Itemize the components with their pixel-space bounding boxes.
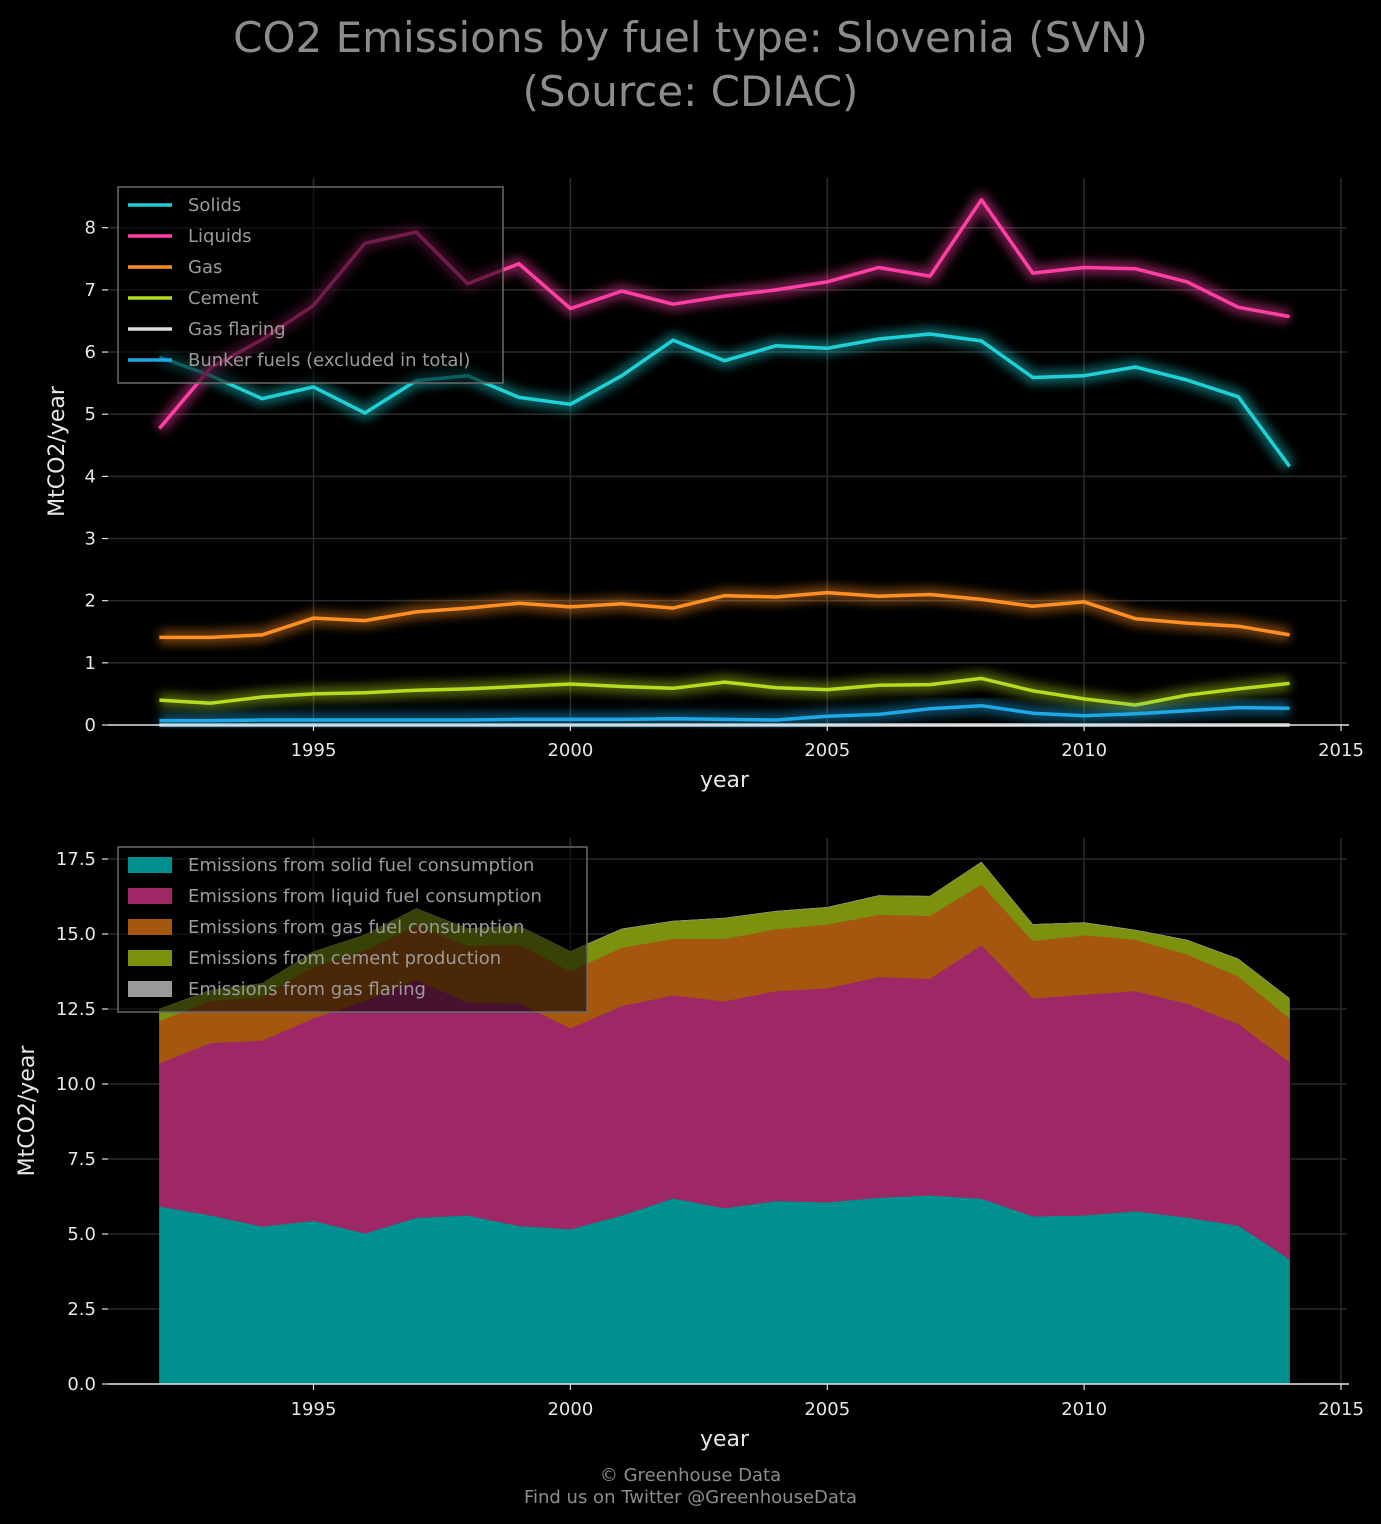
legend-label: Emissions from cement production	[188, 948, 501, 969]
x-axis-label: year	[700, 768, 750, 793]
legend-label: Liquids	[188, 226, 252, 247]
y-axis-label: MtCO2/year	[15, 1045, 40, 1177]
footer-copyright: © Greenhouse Data	[599, 1465, 782, 1486]
legend-label: Solids	[188, 195, 241, 216]
y-tick-label: 3	[85, 529, 96, 550]
x-tick-label: 2015	[1318, 1399, 1364, 1420]
series-line-cement	[159, 676, 1290, 707]
x-axis-label: year	[700, 1427, 750, 1452]
legend-box	[117, 846, 588, 1013]
x-tick-label: 2000	[547, 740, 593, 761]
y-tick-label: 15.0	[56, 924, 96, 945]
legend-swatch	[128, 981, 172, 997]
legend-swatch	[128, 950, 172, 966]
x-tick-label: 1995	[291, 1399, 337, 1420]
series-line-bunker-fuels-excluded-in-total	[159, 703, 1290, 723]
legend-swatch	[128, 857, 172, 873]
y-tick-label: 17.5	[56, 849, 96, 870]
legend-swatch	[128, 919, 172, 935]
legend-label: Cement	[188, 288, 259, 309]
x-tick-label: 2015	[1318, 740, 1364, 761]
legend: Emissions from solid fuel consumption Emi…	[117, 846, 588, 1013]
legend-label: Emissions from liquid fuel consumption	[188, 886, 542, 907]
series-line-solids	[158, 332, 1292, 468]
chart-subtitle: (Source: CDIAC)	[522, 67, 859, 116]
y-tick-label: 5	[85, 404, 96, 425]
legend-label: Gas	[188, 257, 222, 278]
legend-swatch	[128, 888, 172, 904]
y-tick-label: 2	[85, 591, 96, 612]
y-tick-label: 7.5	[67, 1149, 96, 1170]
y-tick-label: 1	[85, 653, 96, 674]
x-tick-label: 2000	[547, 1399, 593, 1420]
legend-label: Emissions from gas fuel consumption	[188, 917, 524, 938]
line-chart: 1995 2000 2005 2010 2015 0 1 2 3 4 5 6 7 8 year MtCO2/y…	[45, 178, 1364, 793]
y-tick-label: 10.0	[56, 1074, 96, 1095]
legend-label: Gas flaring	[188, 319, 286, 340]
y-tick-label: 8	[85, 218, 96, 239]
y-tick-label: 0.0	[67, 1374, 96, 1395]
legend-label: Emissions from gas flaring	[188, 979, 426, 1000]
x-tick-label: 2010	[1061, 1399, 1107, 1420]
y-tick-label: 2.5	[67, 1299, 96, 1320]
chart-title: CO2 Emissions by fuel type: Slovenia (SV…	[233, 13, 1148, 62]
series-line-gas	[159, 590, 1290, 640]
y-tick-label: 0	[85, 715, 96, 736]
y-tick-label: 6	[85, 342, 96, 363]
y-tick-label: 12.5	[56, 999, 96, 1020]
legend: Solids Liquids Gas Cement Gas flaring Bunker …	[117, 186, 504, 384]
y-tick-label: 7	[85, 280, 96, 301]
y-axis-label: MtCO2/year	[45, 385, 70, 517]
x-tick-label: 1995	[291, 740, 337, 761]
legend-box	[117, 186, 504, 384]
y-tick-label: 5.0	[67, 1224, 96, 1245]
legend-label: Emissions from solid fuel consumption	[188, 855, 534, 876]
y-tick-label: 4	[85, 466, 96, 487]
legend-label: Bunker fuels (excluded in total)	[188, 350, 470, 371]
x-tick-label: 2005	[804, 740, 850, 761]
x-tick-label: 2010	[1061, 740, 1107, 761]
stacked-area-chart: 1995 2000 2005 2010 2015 0.0 2.5 5.0 7.5 10.0 12.5…	[15, 838, 1364, 1452]
footer-twitter: Find us on Twitter @GreenhouseData	[523, 1487, 858, 1508]
x-tick-label: 2005	[804, 1399, 850, 1420]
